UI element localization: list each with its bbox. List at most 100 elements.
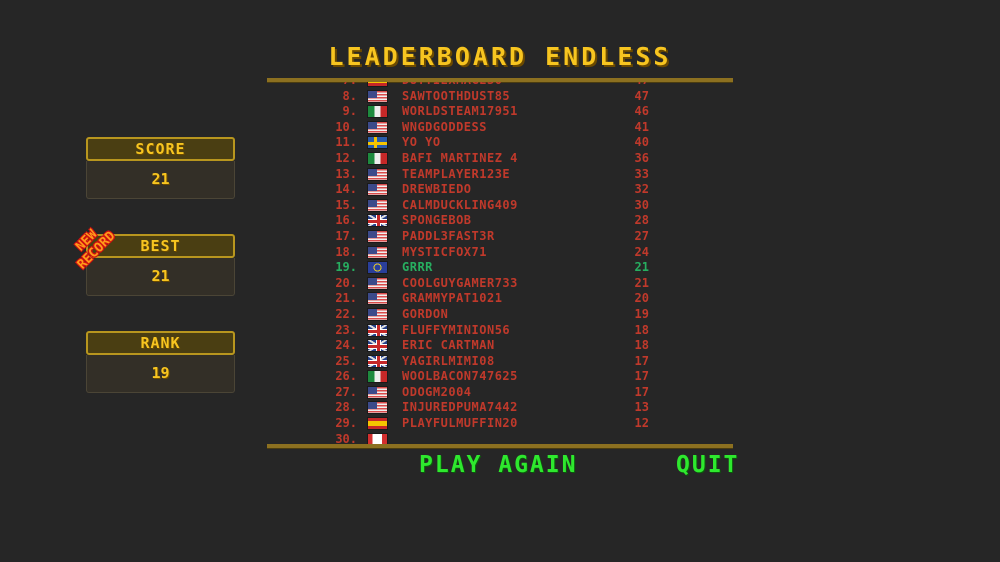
leaderboard-list[interactable]: 7. DUTTIEXMAGE30 47 8. SAWTOOTHDUST85 47 9. WOR… bbox=[267, 82, 733, 444]
rank-number: 12. bbox=[335, 150, 357, 165]
player-name: INJUREDPUMA7442 bbox=[402, 400, 518, 415]
player-score: 36 bbox=[634, 150, 649, 165]
rank-number: 19. bbox=[335, 260, 357, 275]
rank-number: 17. bbox=[335, 228, 357, 243]
rank-value: 19 bbox=[86, 355, 235, 393]
leaderboard-row: 15. CALMDUCKLING409 30 bbox=[267, 198, 733, 214]
player-name: GRAMMYPAT1021 bbox=[402, 291, 503, 306]
rank-number: 8. bbox=[342, 88, 357, 103]
best-label: BEST bbox=[86, 234, 235, 258]
player-score: 17 bbox=[634, 369, 649, 384]
leaderboard-row: 11. YO YO 40 bbox=[267, 135, 733, 151]
player-name: PADDL3FAST3R bbox=[402, 228, 495, 243]
leaderboard-row: 14. DREWBIEDO 32 bbox=[267, 182, 733, 198]
flag-us-icon bbox=[367, 229, 388, 243]
player-score: 17 bbox=[634, 353, 649, 368]
player-score: 27 bbox=[634, 228, 649, 243]
player-name: GORDON bbox=[402, 306, 449, 321]
player-name: CALMDUCKLING409 bbox=[402, 197, 518, 212]
play-again-button[interactable]: PLAY AGAIN bbox=[419, 452, 578, 478]
flag-us-icon bbox=[367, 292, 388, 306]
leaderboard-row: 28. INJUREDPUMA7442 13 bbox=[267, 400, 733, 416]
player-name: YAGIRLMIMI08 bbox=[402, 353, 495, 368]
flag-mx-icon bbox=[367, 151, 388, 165]
player-name: COOLGUYGAMER733 bbox=[402, 275, 518, 290]
leaderboard-row: 21. GRAMMYPAT1021 20 bbox=[267, 291, 733, 307]
rank-number: 9. bbox=[342, 104, 357, 119]
leaderboard-row: 24. ERIC CARTMAN 18 bbox=[267, 338, 733, 354]
leaderboard-row: 23. FLUFFYMINION56 18 bbox=[267, 323, 733, 339]
player-score: 32 bbox=[634, 182, 649, 197]
player-score: 18 bbox=[634, 322, 649, 337]
leaderboard-row: 12. BAFI MARTINEZ 4 36 bbox=[267, 151, 733, 167]
score-panel: SCORE 21 bbox=[86, 137, 235, 199]
player-name: PLAYFULMUFFIN20 bbox=[402, 416, 518, 431]
flag-us-icon bbox=[367, 276, 388, 290]
flag-mx-icon bbox=[367, 105, 388, 119]
flag-gb-icon bbox=[367, 339, 388, 353]
player-name: WORLDSTEAM17951 bbox=[402, 104, 518, 119]
player-name: ERIC CARTMAN bbox=[402, 338, 495, 353]
rank-number: 21. bbox=[335, 291, 357, 306]
leaderboard-row: 29. PLAYFULMUFFIN20 12 bbox=[267, 416, 733, 432]
leaderboard-row: 7. DUTTIEXMAGE30 47 bbox=[267, 82, 733, 89]
leaderboard-row: 9. WORLDSTEAM17951 46 bbox=[267, 104, 733, 120]
flag-gb-icon bbox=[367, 354, 388, 368]
flag-us-icon bbox=[367, 385, 388, 399]
rank-number: 28. bbox=[335, 400, 357, 415]
player-name: SPONGEBOB bbox=[402, 213, 472, 228]
leaderboard-row: 18. MYSTICFOX71 24 bbox=[267, 245, 733, 261]
leaderboard-row: 30. bbox=[267, 432, 733, 444]
rank-number: 25. bbox=[335, 353, 357, 368]
rank-number: 11. bbox=[335, 135, 357, 150]
player-score: 41 bbox=[634, 119, 649, 134]
top-divider bbox=[267, 78, 733, 83]
rank-number: 16. bbox=[335, 213, 357, 228]
rank-number: 7. bbox=[307, 82, 357, 89]
player-name: WOOLBACON747625 bbox=[402, 369, 518, 384]
rank-number: 20. bbox=[335, 275, 357, 290]
leaderboard-row: 17. PADDL3FAST3R 27 bbox=[267, 229, 733, 245]
flag-us-icon bbox=[367, 183, 388, 197]
player-name: GRRR bbox=[402, 260, 433, 275]
flag-gb-icon bbox=[367, 323, 388, 337]
player-score: 20 bbox=[634, 291, 649, 306]
leaderboard-row: 8. SAWTOOTHDUST85 47 bbox=[267, 89, 733, 105]
leaderboard-row: 13. TEAMPLAYER123E 33 bbox=[267, 167, 733, 183]
player-name: WNGDGODDESS bbox=[402, 119, 487, 134]
rank-number: 24. bbox=[335, 338, 357, 353]
flag-us-icon bbox=[367, 167, 388, 181]
player-score: 40 bbox=[634, 135, 649, 150]
bottom-divider bbox=[267, 444, 733, 449]
flag-us-icon bbox=[367, 198, 388, 212]
player-score: 24 bbox=[634, 244, 649, 259]
rank-number: 26. bbox=[335, 369, 357, 384]
rank-number: 29. bbox=[335, 416, 357, 431]
player-score: 13 bbox=[634, 400, 649, 415]
player-score: 33 bbox=[634, 166, 649, 181]
player-score: 47 bbox=[607, 82, 649, 89]
leaderboard-row: 27. ODOGM2004 17 bbox=[267, 385, 733, 401]
player-score: 19 bbox=[634, 306, 649, 321]
player-score: 21 bbox=[634, 260, 649, 275]
page-title: LEADERBOARD ENDLESS bbox=[328, 42, 672, 71]
flag-us-icon bbox=[367, 120, 388, 134]
flag-es-icon bbox=[367, 82, 388, 87]
quit-button[interactable]: QUIT bbox=[676, 452, 740, 478]
player-score: 46 bbox=[634, 104, 649, 119]
flag-eu-icon bbox=[367, 261, 388, 275]
flag-es-icon bbox=[367, 417, 388, 431]
flag-gb-icon bbox=[367, 214, 388, 228]
rank-number: 15. bbox=[335, 197, 357, 212]
rank-label: RANK bbox=[86, 331, 235, 355]
leaderboard-row: 26. WOOLBACON747625 17 bbox=[267, 369, 733, 385]
player-score: 21 bbox=[634, 275, 649, 290]
player-name: BAFI MARTINEZ 4 bbox=[402, 150, 518, 165]
flag-us-icon bbox=[367, 401, 388, 415]
score-value: 21 bbox=[86, 161, 235, 199]
flag-us-icon bbox=[367, 89, 388, 103]
best-panel: BEST 21 bbox=[86, 234, 235, 296]
player-name: FLUFFYMINION56 bbox=[402, 322, 511, 337]
rank-number: 27. bbox=[335, 384, 357, 399]
player-score: 30 bbox=[634, 197, 649, 212]
